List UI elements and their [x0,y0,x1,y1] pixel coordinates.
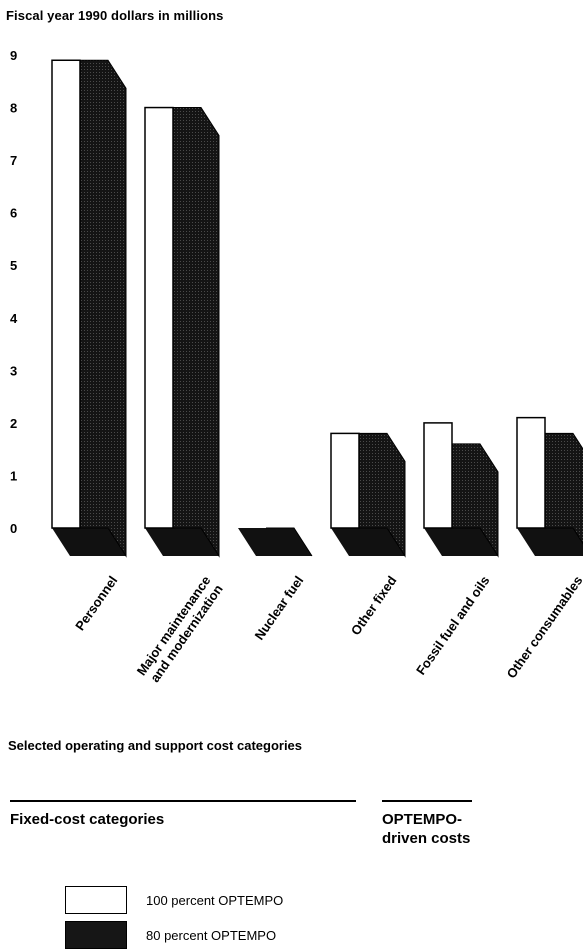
bar-depth-base [424,528,498,556]
bar-100-percent [51,59,81,529]
legend-swatch-80 [65,921,127,949]
y-axis-ticks: 0 1 2 3 4 5 6 7 8 9 [10,48,18,536]
y-tick-label: 6 [10,206,17,221]
fixed-cost-label: Fixed-cost categories [10,811,165,828]
bar-depth-base [238,528,312,556]
x-tick-label-line: Other fixed [348,573,400,638]
bar-depth-base [331,528,405,556]
optempo-label-line1: OPTEMPO- [382,811,463,828]
legend-item-100: 100 percent OPTEMPO [65,885,283,915]
bar-100-percent [423,422,453,529]
y-tick-label: 5 [10,258,17,273]
y-tick-label: 7 [10,153,17,168]
x-tick-label: Other fixed [348,573,400,638]
x-tick-label: Fossil fuel and oils [413,573,492,677]
x-tick-label-line: Personnel [72,573,120,633]
x-axis-title: Selected operating and support cost cate… [8,738,303,753]
optempo-label-line2: driven costs [382,830,471,847]
y-tick-label: 2 [10,416,17,431]
x-tick-label: Nuclear fuel [251,573,306,643]
x-tick-label-line: Other consumables [504,573,583,681]
y-axis-label: Fiscal year 1990 dollars in millions [6,8,224,23]
x-axis-labels: Personnel Major maintenanceand modernizat… [72,573,583,687]
bar-80-percent [266,527,313,557]
x-tick-label-line: Nuclear fuel [251,573,306,643]
bar-100-percent [144,106,174,529]
bar-100-percent [516,416,546,529]
x-tick-label-line: Fossil fuel and oils [413,573,492,677]
bar-depth-base [517,528,583,556]
fixed-cost-rule [10,800,356,802]
legend-item-80: 80 percent OPTEMPO [65,920,276,950]
y-tick-label: 8 [10,101,17,116]
bar-80-percent [79,59,127,558]
y-tick-label: 0 [10,521,17,536]
y-tick-label: 3 [10,363,17,378]
x-tick-label: Major maintenanceand modernization [134,573,226,687]
bar-100-percent [330,432,360,529]
x-tick-label: Other consumables [504,573,583,681]
bar-80-percent [172,107,220,558]
y-tick-label: 4 [10,311,18,326]
bar-depth-base [52,528,126,556]
legend-label-100: 100 percent OPTEMPO [146,892,284,908]
x-tick-label: Personnel [72,573,120,633]
legend-swatch-100 [65,886,127,914]
optempo-rule [382,800,472,802]
y-tick-label: 9 [10,48,17,63]
legend-label-80: 80 percent OPTEMPO [146,927,277,943]
bars [51,59,583,558]
bar-depth-base [145,528,219,556]
y-tick-label: 1 [10,468,17,483]
chart-canvas: 0 1 2 3 4 5 6 7 8 9 Personnel Major maintenanceand… [10,48,583,687]
